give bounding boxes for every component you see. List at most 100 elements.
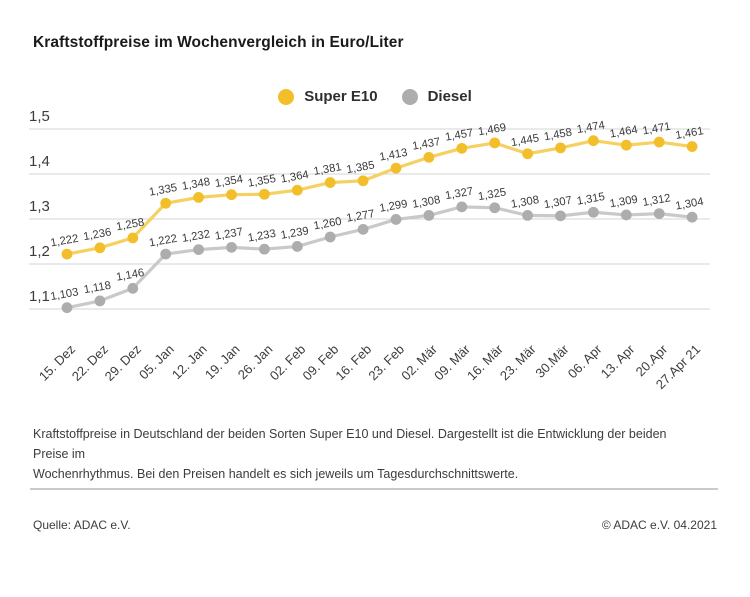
data-label: 1,471 xyxy=(642,121,672,138)
x-tick-label: 29. Dez xyxy=(102,342,144,384)
data-point xyxy=(588,135,599,147)
x-tick-label: 12. Jan xyxy=(169,342,210,383)
y-tick-label: 1,1 xyxy=(29,288,50,305)
data-point xyxy=(291,184,303,196)
data-label: 1,299 xyxy=(379,198,409,215)
legend-label-diesel: Diesel xyxy=(427,88,472,105)
data-point xyxy=(686,211,698,223)
data-label: 1,354 xyxy=(214,173,244,190)
data-label: 1,309 xyxy=(609,194,639,211)
data-point xyxy=(160,248,172,260)
data-label: 1,315 xyxy=(576,191,606,208)
data-label: 1,239 xyxy=(280,225,310,242)
data-point xyxy=(127,232,139,244)
data-point xyxy=(357,223,369,235)
data-label: 1,458 xyxy=(543,127,573,144)
data-point xyxy=(357,175,369,187)
data-label: 1,325 xyxy=(477,186,507,203)
data-label: 1,307 xyxy=(543,195,573,212)
data-point xyxy=(522,148,533,160)
x-tick-label: 06. Apr xyxy=(565,341,605,381)
legend-label-super-e10: Super E10 xyxy=(304,88,378,105)
data-label: 1,445 xyxy=(510,132,540,149)
data-label: 1,355 xyxy=(247,173,277,190)
data-point xyxy=(489,137,501,149)
data-label: 1,381 xyxy=(313,161,343,178)
data-label: 1,327 xyxy=(444,186,474,203)
chart-legend: Super E10 Diesel xyxy=(0,88,750,105)
data-label: 1,236 xyxy=(82,226,112,243)
data-label: 1,277 xyxy=(346,208,376,225)
x-tick-label: 05. Jan xyxy=(136,342,177,383)
data-label: 1,308 xyxy=(510,194,540,211)
data-point xyxy=(160,197,172,209)
x-tick-label: 09. Feb xyxy=(300,342,342,384)
data-label: 1,233 xyxy=(247,228,277,245)
x-tick-label: 19. Jan xyxy=(202,342,243,383)
data-point xyxy=(291,241,303,252)
data-point xyxy=(324,231,336,243)
page-title: Kraftstoffpreise im Wochenvergleich in E… xyxy=(33,34,404,51)
data-label: 1,474 xyxy=(576,119,606,136)
data-point xyxy=(61,302,73,314)
data-point xyxy=(193,192,205,203)
chart-description: Kraftstoffpreise in Deutschland der beid… xyxy=(33,424,693,484)
data-point xyxy=(456,142,468,154)
data-label: 1,413 xyxy=(379,147,409,164)
y-tick-label: 1,4 xyxy=(29,153,50,170)
data-label: 1,232 xyxy=(181,228,211,245)
data-point xyxy=(61,248,73,260)
data-point xyxy=(489,202,501,214)
data-label: 1,335 xyxy=(148,182,178,199)
y-tick-label: 1,3 xyxy=(29,198,50,215)
diesel-dot-icon xyxy=(401,88,418,105)
data-point xyxy=(226,241,237,253)
data-label: 1,237 xyxy=(214,226,244,243)
data-label: 1,348 xyxy=(181,176,211,193)
data-point xyxy=(259,188,270,200)
x-tick-label: 13. Apr xyxy=(598,341,638,381)
x-tick-label: 23. Feb xyxy=(365,342,407,384)
x-tick-label: 16. Feb xyxy=(332,342,374,384)
data-point xyxy=(390,162,402,174)
series-line xyxy=(66,205,693,310)
data-point xyxy=(390,214,402,225)
data-point xyxy=(620,139,632,151)
data-point xyxy=(653,136,665,148)
data-label: 1,364 xyxy=(280,169,310,186)
data-point xyxy=(94,295,106,307)
data-label: 1,222 xyxy=(50,233,80,250)
data-label: 1,308 xyxy=(411,194,441,211)
data-point xyxy=(193,244,205,256)
legend-item-diesel: Diesel xyxy=(401,88,472,105)
data-label: 1,118 xyxy=(83,280,112,297)
data-label: 1,103 xyxy=(50,286,80,303)
data-label: 1,461 xyxy=(675,125,705,142)
data-point xyxy=(259,243,270,255)
data-point xyxy=(226,189,237,201)
data-label: 1,464 xyxy=(609,124,639,141)
data-point xyxy=(127,282,139,294)
data-point xyxy=(94,242,106,254)
data-point xyxy=(620,209,632,221)
data-label: 1,258 xyxy=(115,217,145,234)
data-point xyxy=(423,210,435,221)
data-point xyxy=(653,208,665,219)
data-point xyxy=(588,206,599,218)
data-point xyxy=(522,210,533,221)
y-tick-label: 1,5 xyxy=(29,108,50,125)
series-line xyxy=(66,139,693,256)
data-label: 1,222 xyxy=(148,233,178,250)
y-tick-label: 1,2 xyxy=(29,243,50,260)
data-point xyxy=(324,177,336,188)
data-point xyxy=(423,151,435,163)
data-point xyxy=(686,141,698,152)
copyright-text: © ADAC e.V. 04.2021 xyxy=(601,518,717,532)
data-label: 1,385 xyxy=(346,159,376,176)
source-text: Quelle: ADAC e.V. xyxy=(33,518,131,532)
legend-item-super-e10: Super E10 xyxy=(278,88,378,105)
data-label: 1,304 xyxy=(675,196,705,213)
data-label: 1,260 xyxy=(313,216,343,233)
